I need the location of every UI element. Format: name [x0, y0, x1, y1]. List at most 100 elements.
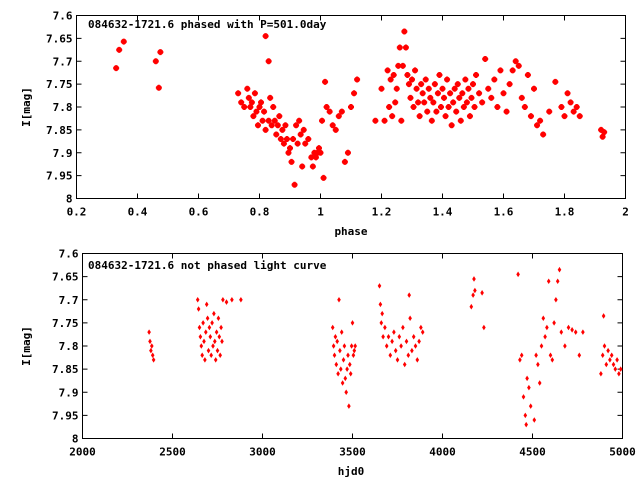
- unphased-plot-xtick-label: 2000: [69, 446, 96, 459]
- unphased-plot-data-point: [230, 296, 234, 303]
- phased-plot-data-point: [415, 99, 422, 106]
- unphased-plot-data-point: [473, 287, 477, 294]
- unphased-plot-data-point: [210, 320, 214, 326]
- phased-plot-data-point: [274, 122, 281, 129]
- phased-plot-data-point: [393, 85, 400, 92]
- unphased-plot-data-point: [548, 352, 553, 359]
- phased-plot-data-point: [509, 67, 516, 74]
- phased-plot-data-point: [280, 140, 287, 147]
- phased-plot-data-point: [315, 145, 322, 152]
- phased-plot-data-point: [348, 104, 354, 110]
- phased-plot-data-point: [471, 104, 478, 110]
- unphased-plot-data-point: [534, 352, 538, 359]
- unphased-plot-data-point: [196, 306, 201, 312]
- phased-plot-data-point: [488, 94, 495, 101]
- phased-plot-data-point: [537, 117, 544, 124]
- unphased-plot-data-point: [220, 338, 224, 345]
- unphased-plot-data-point: [333, 333, 338, 340]
- unphased-plot-data-point: [566, 324, 571, 331]
- unphased-plot-ticks: 2000 2500 3000 3500 4000 4500 5000 7.6 7.65 7.7 7.…: [52, 248, 636, 459]
- phased-plot-data-point: [259, 117, 266, 124]
- unphased-plot-data-point: [536, 361, 540, 368]
- phased-plot-data-point: [456, 94, 463, 101]
- phased-plot-data-point: [418, 81, 425, 88]
- phased-plot-data-point: [120, 38, 127, 45]
- unphased-plot-data-point: [197, 324, 202, 331]
- unphased-plot-data-point: [600, 352, 605, 359]
- phased-plot-data-point: [308, 154, 315, 161]
- phased-plot-data-point: [387, 76, 394, 83]
- unphased-plot-data-point: [523, 412, 528, 419]
- phased-plot-data-point: [506, 81, 513, 88]
- phased-plot-data-point: [262, 33, 269, 40]
- unphased-plot-data-point: [601, 313, 606, 319]
- phased-plot-data-point: [598, 126, 605, 133]
- phased-plot-data-point: [485, 85, 492, 92]
- phased-plot-ytick-label: 7.9: [53, 147, 73, 160]
- unphased-plot-data-point: [208, 333, 213, 340]
- phased-plot-data-point: [314, 149, 321, 156]
- unphased-plot-data-point: [150, 343, 154, 349]
- unphased-plot-data-point: [204, 301, 209, 308]
- phased-plot-data-point: [441, 94, 448, 101]
- phased-plot-data-point: [285, 149, 292, 156]
- unphased-plot-data-point: [404, 338, 409, 345]
- phased-plot-data-point: [268, 122, 275, 129]
- phased-plot-data-point: [410, 104, 417, 110]
- unphased-plot-data-point: [402, 361, 407, 368]
- unphased-plot-data-point: [340, 380, 345, 386]
- unphased-plot-data-point: [342, 343, 347, 349]
- phased-plot-data-point: [407, 94, 414, 101]
- phased-plot-data-point: [157, 49, 164, 56]
- phased-plot-data-point: [322, 78, 329, 85]
- unphased-plot-data-point: [577, 352, 582, 359]
- unphased-plot-data-point: [198, 333, 203, 340]
- unphased-plot-xtick-label: 2500: [159, 446, 186, 459]
- unphased-plot-data-point: [559, 329, 564, 335]
- phased-plot-xtick-label: 1.8: [555, 206, 575, 219]
- phased-plot-data-point: [531, 85, 537, 92]
- phased-plot-data-point: [302, 140, 309, 147]
- unphased-plot-data-point: [213, 357, 218, 363]
- unphased-plot-data-point: [407, 292, 411, 298]
- phased-plot-data-point: [276, 113, 283, 120]
- phased-plot-data-point: [319, 117, 326, 124]
- phased-plot-data-point: [300, 126, 307, 133]
- phased-plot-panel: 084632-1721.6 phased with P=501.0day pha…: [20, 10, 629, 239]
- unphased-plot-data-point: [545, 324, 549, 331]
- phased-plot-data-point: [434, 90, 441, 97]
- unphased-plot-data-point: [334, 361, 339, 368]
- unphased-plot-data-point: [521, 394, 526, 400]
- unphased-plot-data-point: [395, 357, 400, 363]
- unphased-plot-data-point: [532, 417, 537, 423]
- phased-plot-ytick-label: 7.8: [53, 101, 73, 114]
- phased-plot-data-point: [262, 126, 269, 133]
- phased-plot-data-point: [567, 99, 574, 106]
- phased-plot-xtick-label: 0.4: [128, 206, 148, 219]
- unphased-plot-panel: 084632-1721.6 not phased light curve hjd…: [20, 248, 636, 479]
- unphased-plot-data-point: [401, 324, 405, 331]
- phased-plot-data-point: [459, 90, 466, 97]
- unphased-plot-data-point: [471, 292, 475, 298]
- unphased-plot-data-point: [399, 343, 403, 349]
- unphased-plot-data-point: [218, 352, 222, 359]
- phased-plot-data-point: [265, 117, 272, 124]
- phased-plot-xtick-label: 1.4: [433, 206, 453, 219]
- phased-plot-data-point: [491, 76, 498, 83]
- phased-plot-data-point: [293, 122, 300, 129]
- unphased-plot-ytick-label: 7.85: [52, 363, 79, 376]
- phased-plot-data-point: [241, 104, 248, 110]
- unphased-plot-data-point: [386, 333, 391, 340]
- phased-plot-data-point: [457, 117, 464, 124]
- unphased-plot-data-point: [148, 338, 152, 345]
- phased-plot-data-point: [399, 62, 406, 69]
- phased-plot-data-point: [296, 117, 303, 124]
- phased-plot-data-point: [254, 122, 261, 129]
- phased-plot-xtick-label: 0.8: [250, 206, 270, 219]
- phased-plot-data-point: [261, 108, 268, 115]
- phased-plot-data-point: [570, 108, 577, 115]
- unphased-plot-data-point: [216, 315, 221, 322]
- unphased-plot-data-point: [383, 324, 387, 331]
- unphased-plot-data-point: [516, 271, 520, 278]
